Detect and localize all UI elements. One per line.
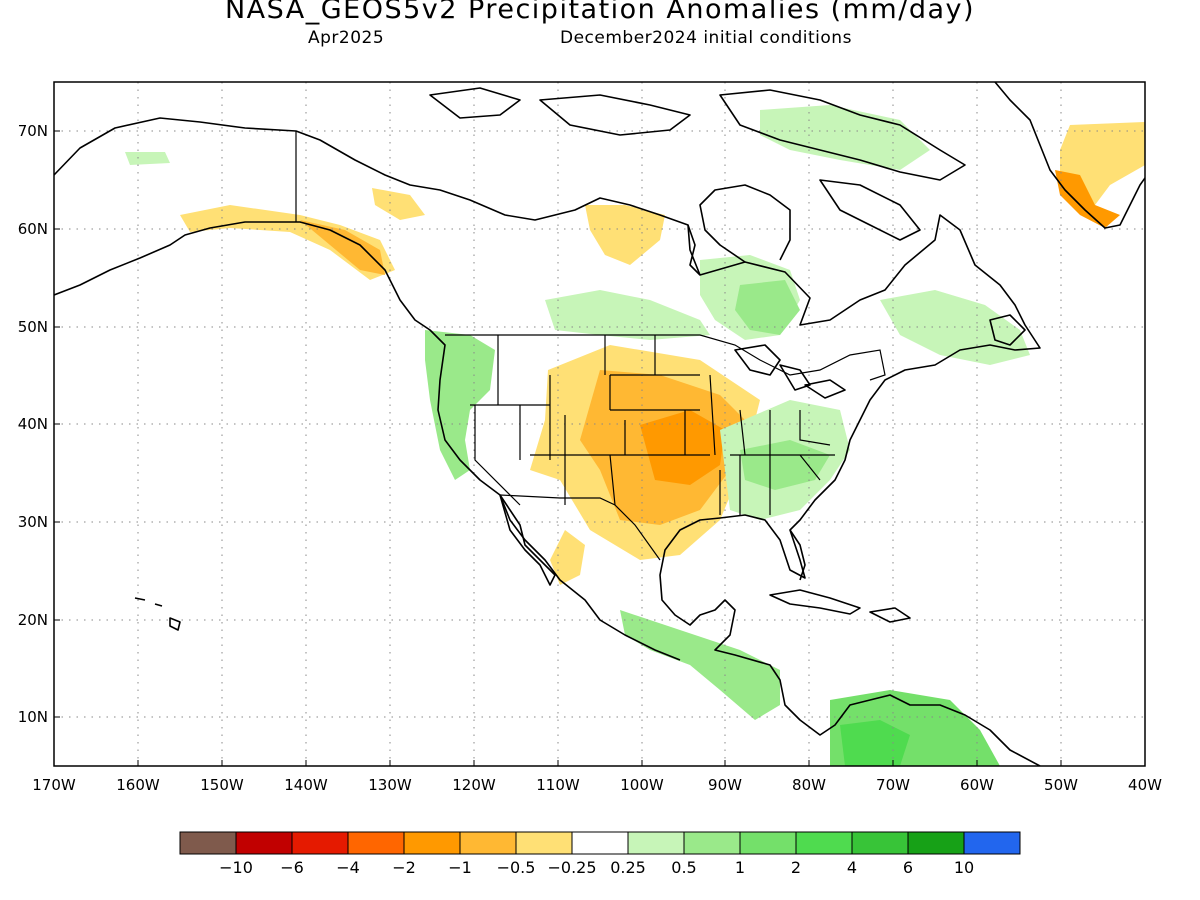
colorbar-label: −2 [392, 858, 416, 877]
political-boundaries [295, 131, 886, 561]
colorbar-swatch [963, 831, 1021, 855]
colorbar-swatch [851, 831, 909, 855]
coastline-arctic-island-2 [719, 89, 966, 181]
colorbar-swatch [403, 831, 461, 855]
dry-anomaly-strong [640, 410, 725, 485]
lon-label-120w: 120W [452, 776, 496, 794]
colorbar-swatch [235, 831, 293, 855]
coastline-newfoundland [989, 314, 1026, 346]
wet-anomaly-colombia [840, 720, 910, 766]
colorbar-swatch [291, 831, 349, 855]
axis-ticks [54, 130, 1062, 766]
coastline-hawaii [134, 597, 181, 631]
colorbar-label: −0.25 [547, 858, 596, 877]
dry-anomaly-areas [180, 122, 1145, 585]
colorbar-label: −4 [336, 858, 360, 877]
coastline-greenland [994, 82, 1145, 229]
coastline-florida [789, 529, 806, 581]
coastline-west-coast [54, 221, 681, 661]
dry-anomaly-yukon [372, 188, 425, 220]
wet-anomaly-quebec [735, 280, 800, 335]
lon-label-70w: 70W [876, 776, 910, 794]
coastline-arctic-island-3 [429, 87, 521, 119]
dry-anomaly-mexico [550, 530, 585, 585]
coastline-cuba [769, 589, 861, 615]
lat-label-70n: 70N [18, 122, 48, 140]
colorbar-swatch [739, 831, 797, 855]
lon-label-60w: 60W [960, 776, 994, 794]
colorbar-label: 4 [847, 858, 857, 877]
lon-label-100w: 100W [620, 776, 664, 794]
colorbar-swatch [795, 831, 853, 855]
colorbar-label: −10 [219, 858, 253, 877]
colorbar-label: −1 [448, 858, 472, 877]
coastline-arctic-island-1 [539, 94, 691, 136]
colorbar-label: −0.5 [497, 858, 536, 877]
colorbar-label: 6 [903, 858, 913, 877]
lon-label-50w: 50W [1044, 776, 1078, 794]
lon-label-40w: 40W [1128, 776, 1162, 794]
us-canada-border [445, 334, 886, 381]
colorbar-swatch [179, 831, 237, 855]
colorbar-label: 1 [735, 858, 745, 877]
wet-anomaly-areas [125, 105, 1030, 766]
dry-anomaly-nunavut [585, 205, 665, 265]
colorbar-label: −6 [280, 858, 304, 877]
coastline-baja [499, 494, 556, 586]
colorbar-swatch [907, 831, 965, 855]
lon-label-170w: 170W [32, 776, 76, 794]
dry-anomaly-greenland-core [1055, 170, 1120, 228]
coastline-hudson-bay [687, 184, 791, 276]
wet-anomaly-prairies [545, 290, 710, 340]
lat-label-60n: 60N [18, 220, 48, 238]
wet-anomaly-central-america [620, 610, 780, 720]
lon-label-110w: 110W [536, 776, 580, 794]
longitude-labels: 170W 160W 150W 140W 130W 120W 110W 100W … [32, 776, 1162, 794]
wet-anomaly-bering [125, 152, 170, 165]
forecast-month: Apr2025 [308, 28, 385, 48]
colorbar: −10 −6 −4 −2 −1 −0.5 −0.25 0.25 0.5 1 2 … [179, 831, 1021, 877]
lon-label-140w: 140W [284, 776, 328, 794]
dry-anomaly-alaska-panhandle [300, 220, 385, 275]
latitude-labels: 70N 60N 50N 40N 30N 20N 10N [18, 122, 48, 726]
colorbar-label: 10 [954, 858, 974, 877]
colorbar-label: 0.5 [671, 858, 696, 877]
colorbar-swatch [459, 831, 517, 855]
us-state-lines [470, 335, 835, 515]
wet-anomaly-southeast-core [740, 440, 830, 490]
lat-label-20n: 20N [18, 611, 48, 629]
lat-label-40n: 40N [18, 415, 48, 433]
colorbar-swatch [347, 831, 405, 855]
coastline-north-america [54, 117, 1041, 766]
lon-label-90w: 90W [708, 776, 742, 794]
coastline-hispaniola [869, 607, 911, 623]
lon-label-160w: 160W [116, 776, 160, 794]
initial-conditions: December2024 initial conditions [560, 28, 852, 48]
colorbar-swatch [627, 831, 685, 855]
colorbar-label: 0.25 [610, 858, 646, 877]
map-title: NASA_GEOS5v2 Precipitation Anomalies (mm… [224, 0, 976, 25]
lat-label-10n: 10N [18, 708, 48, 726]
lon-label-150w: 150W [200, 776, 244, 794]
colorbar-label: 2 [791, 858, 801, 877]
coastlines [54, 82, 1145, 766]
lon-label-130w: 130W [368, 776, 412, 794]
colorbar-swatch [683, 831, 741, 855]
colorbar-swatch [515, 831, 573, 855]
lon-label-80w: 80W [792, 776, 826, 794]
colorbar-swatch [571, 831, 629, 855]
us-mexico-border [499, 494, 661, 561]
lat-label-50n: 50N [18, 318, 48, 336]
coastline-baffin-island [819, 179, 921, 241]
lat-label-30n: 30N [18, 513, 48, 531]
